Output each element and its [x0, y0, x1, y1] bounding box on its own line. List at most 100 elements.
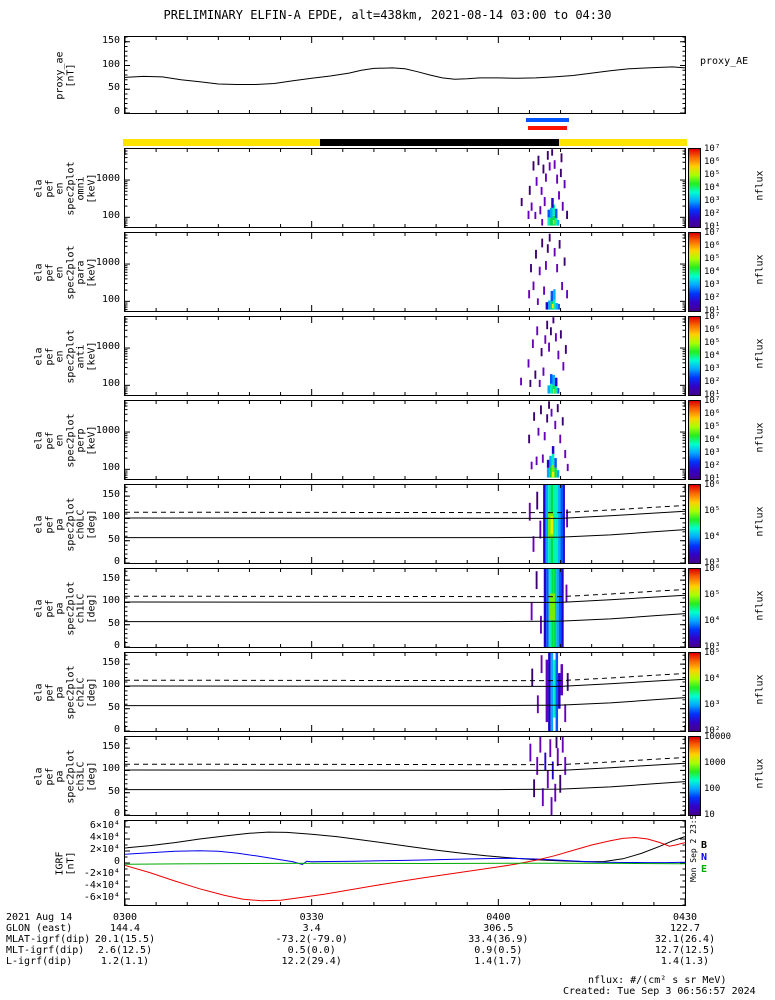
y-tick-label: 0	[113, 640, 120, 651]
axis-table-row-label: MLT-igrf(dip)	[6, 945, 85, 956]
y-tick-label: 0	[113, 556, 120, 567]
colorbar-tick-label: 10⁷	[704, 312, 721, 322]
colorbar-tick-label: 10³	[704, 196, 721, 207]
panel-canvas-pa_ch1	[125, 569, 685, 647]
colorbar-tick-label: 10²	[704, 726, 721, 736]
axis-table-value: 0330	[299, 912, 324, 923]
y-tick-label: 50	[107, 82, 120, 94]
colorbar-tick-label: 10¹	[704, 390, 721, 400]
y-tick-label: 100	[101, 58, 120, 70]
status-bar-segment	[320, 139, 559, 146]
panel-pitch-angle-ch1lc	[124, 568, 686, 648]
y-tick-label: 2×10⁴	[89, 844, 120, 855]
colorbar-tick-label: 10⁴	[704, 267, 721, 277]
axis-table-value: 122.7	[669, 923, 701, 934]
colorbar-pa_ch1	[688, 568, 701, 648]
colorbar-tick-label: 10⁴	[704, 183, 721, 193]
colorbar-tick-label: 10²	[704, 208, 721, 219]
colorbar-en_omni	[688, 148, 701, 228]
colorbar-tick-label: 10²	[704, 292, 721, 303]
y-tick-label: 150	[101, 489, 120, 501]
panel-canvas-pa_ch2	[125, 653, 685, 731]
axis-label-en-perp: ela pef en spec2plot perp [keV]	[33, 412, 98, 468]
y-tick-label: -6×10⁴	[83, 892, 120, 903]
y-tick-label: 100	[101, 511, 120, 523]
igrf-component-label: E	[701, 864, 708, 875]
axis-label-en-anti: ela pef en spec2plot anti [keV]	[33, 328, 98, 384]
colorbar-en_para	[688, 232, 701, 312]
axis-table-value: 1.2(1.1)	[100, 956, 150, 967]
y-tick-label: 1000	[95, 257, 120, 269]
colorbar-tick-label: 10³	[704, 642, 721, 652]
axis-table-row-label: 2021 Aug 14	[6, 912, 73, 923]
panel-canvas-pa_ch3	[125, 737, 685, 815]
axis-table-row-label: L-igrf(dip)	[6, 956, 73, 967]
plot-title: PRELIMINARY ELFIN-A EPDE, alt=438km, 202…	[163, 8, 612, 22]
axis-table-row-label: MLAT-igrf(dip)	[6, 934, 91, 945]
science-zone-red-bar	[528, 126, 568, 130]
colorbar-tick-label: 10⁶	[704, 241, 721, 252]
colorbar-tick-label: 10³	[704, 448, 721, 459]
axis-table-value: 3.4	[302, 923, 321, 934]
colorbar-tick-label: 10⁵	[704, 421, 721, 432]
colorbar-title: nflux	[754, 674, 766, 705]
panel-pitch-angle-ch3lc	[124, 736, 686, 816]
y-tick-label: 0	[113, 106, 120, 117]
colorbar-title: nflux	[754, 170, 766, 201]
colorbar-tick-label: 10⁵	[704, 169, 721, 180]
colorbar-tick-label: 10⁶	[704, 480, 721, 490]
colorbar-tick-label: 10¹	[704, 474, 721, 484]
colorbar-title: nflux	[754, 338, 766, 369]
y-tick-label: 4×10⁴	[89, 832, 120, 843]
status-bar-segment	[123, 139, 321, 146]
igrf-component-label: B	[701, 840, 708, 851]
colorbar-tick-label: 10⁵	[704, 253, 721, 264]
colorbar-tick-label: 10⁶	[704, 564, 721, 574]
axis-table-value: 0400	[486, 912, 511, 923]
y-tick-label: 50	[107, 617, 120, 629]
axis-table-row-label: GLON (east)	[6, 923, 73, 934]
panel-canvas-igrf	[125, 821, 685, 905]
panel-proxy-ae	[124, 36, 686, 114]
y-tick-label: 100	[101, 294, 120, 306]
axis-table-value: 2.6(12.5)	[97, 945, 153, 956]
colorbar-pa_ch3	[688, 736, 701, 816]
y-tick-label: 150	[101, 657, 120, 669]
y-tick-label: 100	[101, 462, 120, 474]
colorbar-tick-label: 10¹	[704, 222, 721, 232]
panel-energy-spectrogram-omni	[124, 148, 686, 228]
colorbar-tick-label: 10³	[704, 558, 721, 568]
colorbar-tick-label: 10²	[704, 376, 721, 387]
colorbar-tick-label: 10⁴	[704, 435, 721, 445]
colorbar-tick-label: 10⁶	[704, 409, 721, 420]
created-timestamp: Created: Tue Sep 3 06:56:57 2024	[563, 986, 756, 997]
colorbar-title: nflux	[754, 590, 766, 621]
colorbar-tick-label: 10¹	[704, 306, 721, 316]
colorbar-en_perp	[688, 400, 701, 480]
panel-canvas-en_anti	[125, 317, 685, 395]
y-tick-label: 0	[113, 856, 120, 867]
axis-table-value: 20.1(15.5)	[94, 934, 156, 945]
colorbar-tick-label: 10⁵	[704, 648, 721, 658]
y-tick-label: 100	[101, 763, 120, 775]
axis-label-en-omni: ela pef en spec2plot omni [keV]	[33, 160, 98, 216]
colorbar-tick-label: 10⁴	[704, 673, 721, 684]
axis-table-value: 144.4	[109, 923, 141, 934]
colorbar-tick-label: 10⁷	[704, 396, 721, 406]
panel-energy-spectrogram-para	[124, 232, 686, 312]
colorbar-tick-label: 100	[704, 784, 721, 795]
y-tick-label: 100	[101, 210, 120, 222]
colorbar-tick-label: 10	[704, 810, 715, 820]
axis-table-value: 0300	[112, 912, 138, 923]
colorbar-tick-label: 10³	[704, 700, 721, 711]
y-tick-label: 0	[113, 808, 120, 819]
axis-table-value: 0.5(0.0)	[287, 945, 336, 956]
y-tick-label: 50	[107, 785, 120, 797]
y-tick-label: 1000	[95, 425, 120, 437]
y-tick-label: 150	[101, 34, 120, 46]
status-bar-segment	[558, 139, 687, 146]
y-tick-label: 50	[107, 533, 120, 545]
colorbar-tick-label: 10⁶	[704, 325, 721, 336]
panel-igrf-field	[124, 820, 686, 906]
